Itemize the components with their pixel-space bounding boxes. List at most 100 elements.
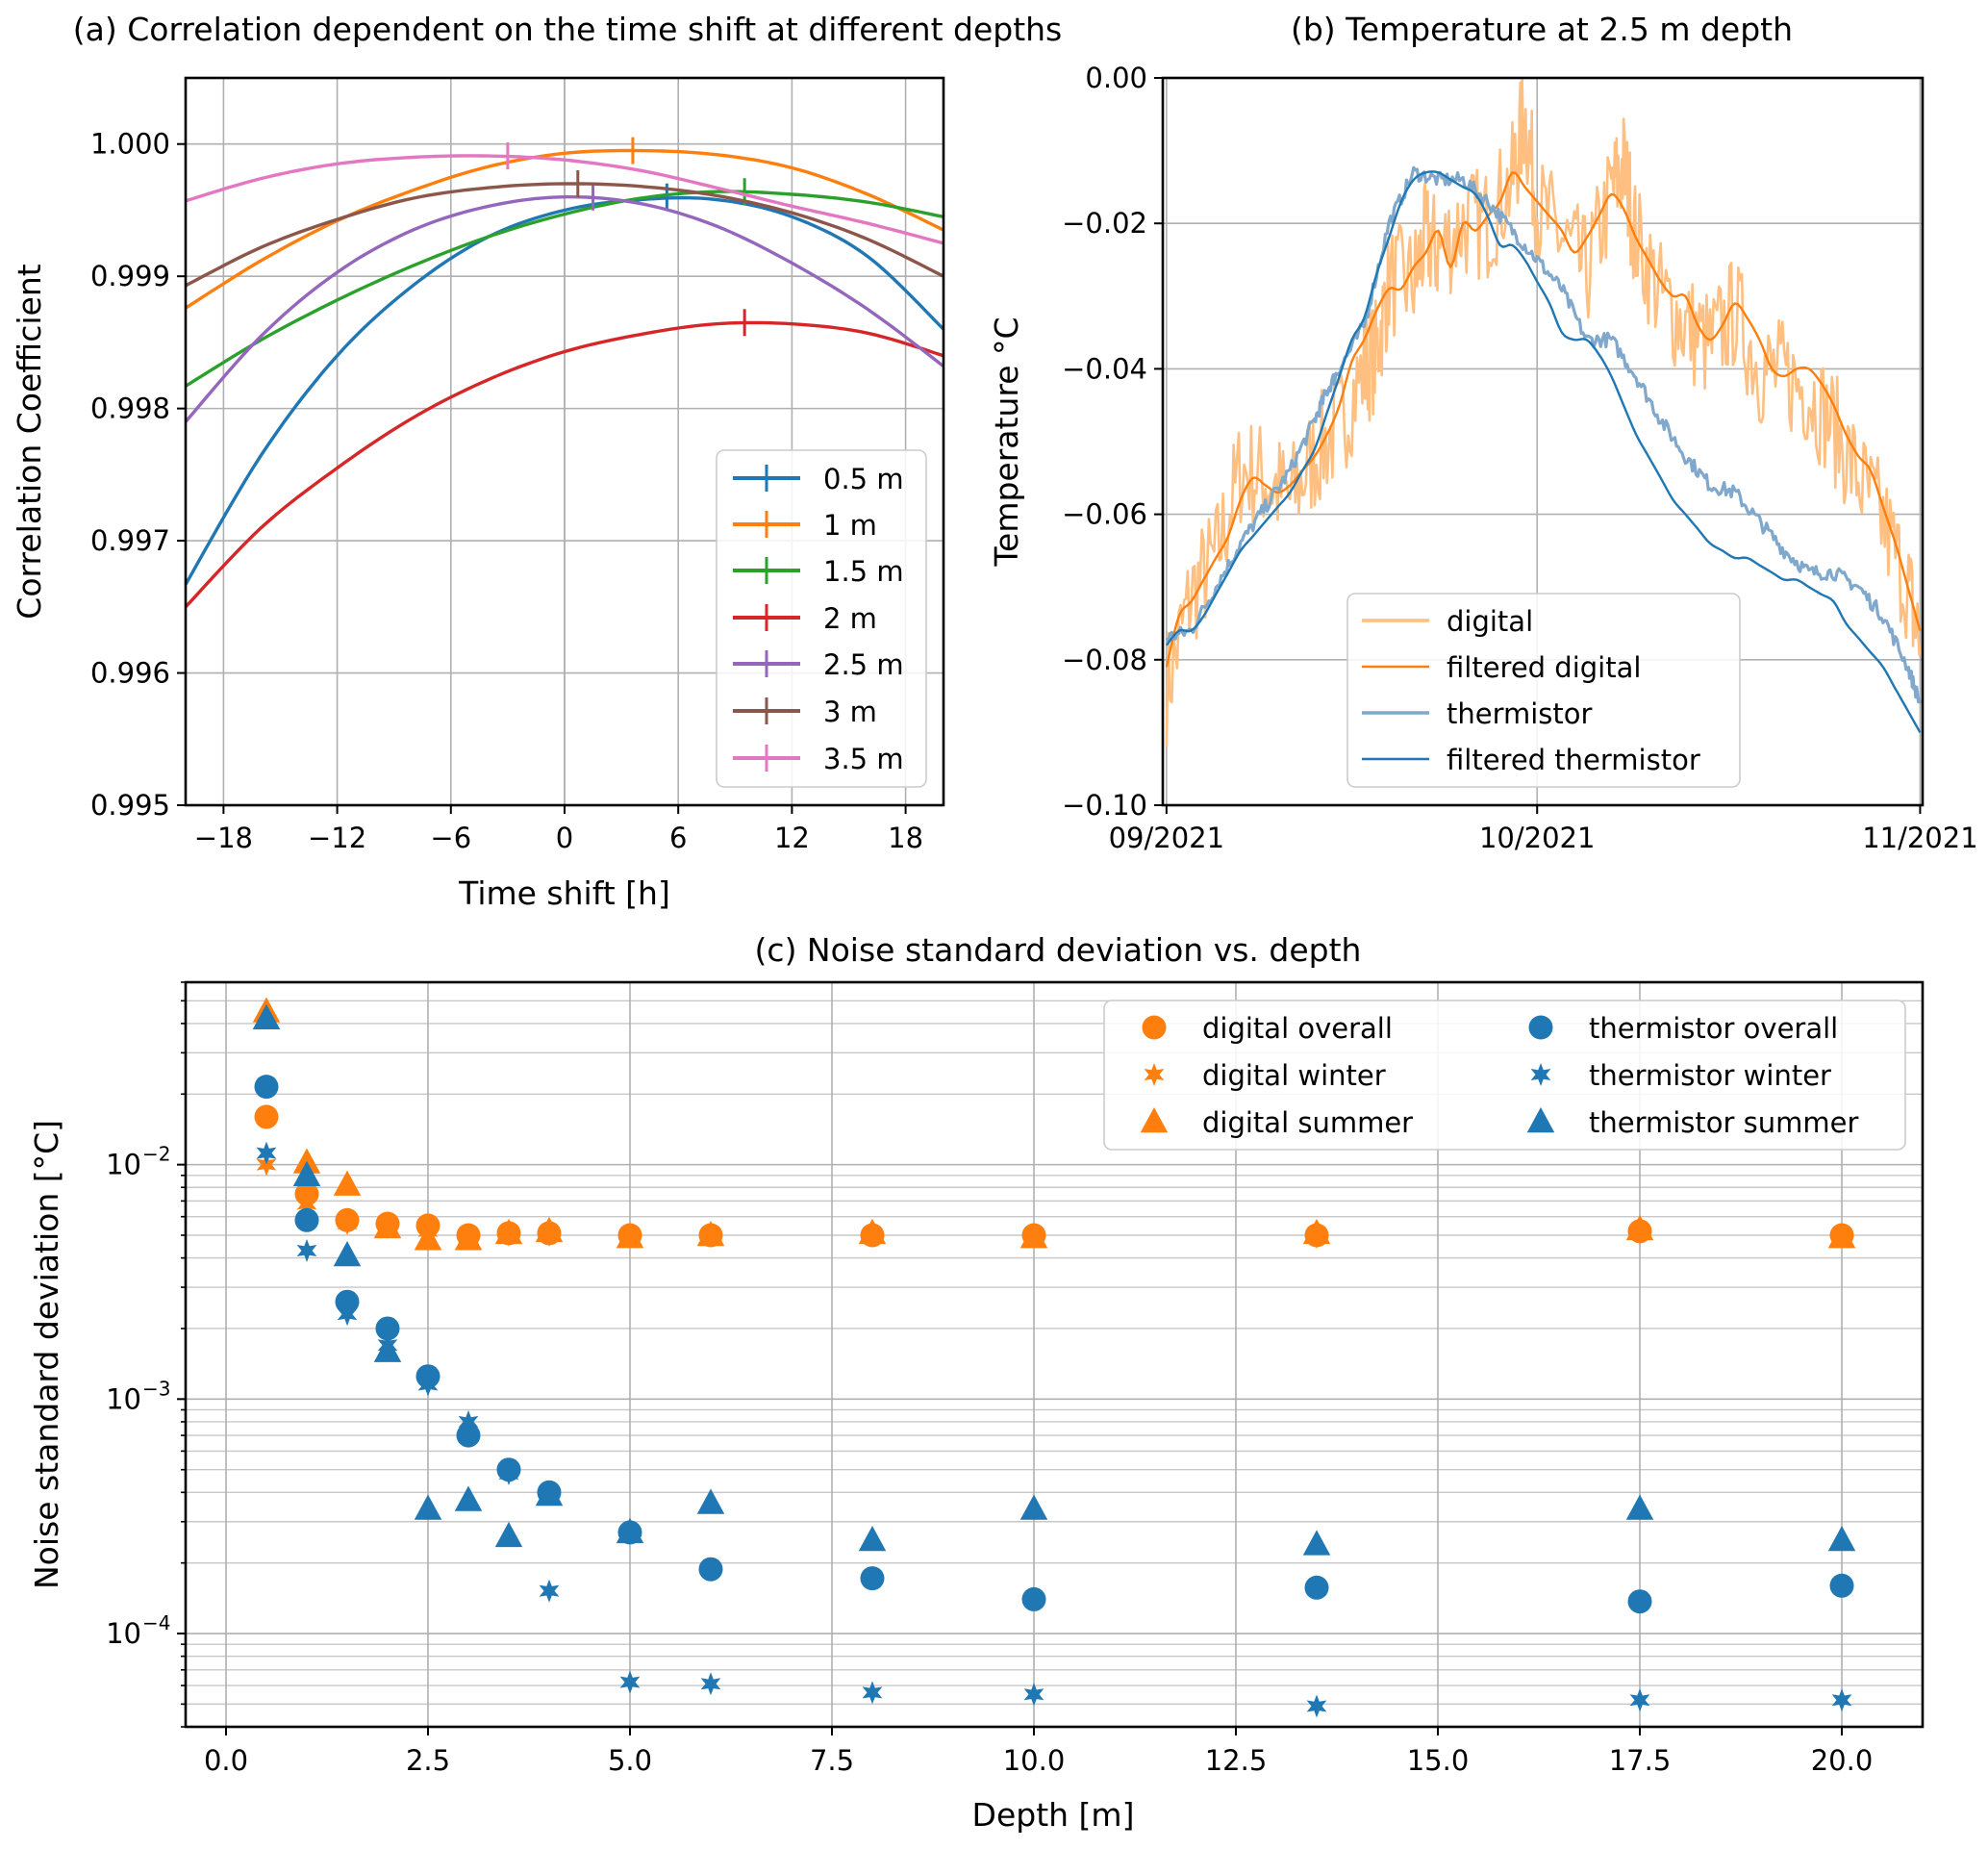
point-thermistor-overall bbox=[1829, 1573, 1854, 1598]
y-tick-label: 0.00 bbox=[1085, 62, 1147, 94]
point-thermistor-winter bbox=[498, 1462, 519, 1485]
point-thermistor-summer bbox=[1625, 1494, 1654, 1520]
point-digital-overall bbox=[254, 1104, 279, 1129]
x-tick-label: −6 bbox=[430, 822, 471, 854]
point-thermistor-winter bbox=[256, 1141, 277, 1165]
legend-label: digital summer bbox=[1202, 1106, 1413, 1139]
panel-c-ylabel: Noise standard deviation [°C] bbox=[28, 1120, 65, 1589]
point-thermistor-winter bbox=[1629, 1688, 1650, 1712]
legend-markers bbox=[1140, 1015, 1555, 1133]
legend-marker-digital-winter bbox=[1144, 1063, 1165, 1086]
point-thermistor-winter bbox=[458, 1409, 479, 1433]
x-tick-label: 12.5 bbox=[1205, 1744, 1268, 1777]
point-digital-winter bbox=[296, 1192, 317, 1216]
legend-label: thermistor bbox=[1447, 697, 1593, 730]
point-digital-summer bbox=[1302, 1218, 1331, 1245]
temperature-line-thermistor bbox=[1165, 165, 1922, 704]
panel-c-xlabel: Depth [m] bbox=[972, 1796, 1135, 1834]
panel-b-frame bbox=[1161, 76, 1925, 807]
x-tick-label: 12 bbox=[774, 822, 810, 854]
legend-marker-thermistor-winter bbox=[1530, 1063, 1551, 1086]
point-thermistor-summer bbox=[373, 1336, 402, 1362]
panel-b: (b) Temperature at 2.5 m depth 09/2021 10… bbox=[988, 11, 1978, 854]
panel-c-legend: digital overall digital winter digital s… bbox=[1103, 1000, 1906, 1151]
point-digital-summer bbox=[494, 1218, 523, 1245]
point-digital-summer bbox=[454, 1225, 483, 1251]
legend-entry: 2 m bbox=[733, 602, 877, 635]
panel-c-title: (c) Noise standard deviation vs. depth bbox=[755, 931, 1362, 969]
x-tick-label: 11/2021 bbox=[1862, 822, 1977, 854]
point-digital-summer bbox=[333, 1170, 362, 1196]
y-tick-exponent: −3 bbox=[142, 1377, 170, 1400]
temperature-line-filtered-thermistor bbox=[1165, 170, 1922, 733]
correlation-line-3-m bbox=[185, 182, 944, 288]
legend-label: thermistor winter bbox=[1589, 1059, 1831, 1092]
panel-a-title: (a) Correlation dependent on the time sh… bbox=[73, 11, 1063, 48]
panel-a: (a) Correlation dependent on the time sh… bbox=[11, 11, 1062, 912]
point-thermistor-overall bbox=[860, 1566, 885, 1591]
y-tick-label: 10 bbox=[106, 1617, 141, 1650]
legend-marker-thermistor-overall bbox=[1528, 1015, 1553, 1040]
legend-label: 3 m bbox=[823, 696, 877, 728]
panel-a-series bbox=[184, 137, 945, 608]
point-digital-summer bbox=[1827, 1223, 1856, 1249]
x-tick-label: −12 bbox=[308, 822, 366, 854]
panel-a-ylabel: Correlation Coefficient bbox=[11, 264, 48, 619]
point-thermistor-summer bbox=[1302, 1530, 1331, 1556]
panel-a-ticks: −18 −12 −6 0 6 12 18 0.995 0.996 0.997 0.998 0.999 1… bbox=[90, 128, 923, 854]
point-thermistor-winter bbox=[417, 1373, 439, 1397]
panel-c: (c) Noise standard deviation vs. depth 0… bbox=[28, 931, 1925, 1834]
y-tick-label: −0.10 bbox=[1062, 789, 1147, 822]
point-thermistor-summer bbox=[414, 1494, 442, 1520]
legend-label: 2 m bbox=[823, 602, 877, 635]
panel-a-legend: 0.5 m 1 m 1.5 m 2 m 2.5 m 3 m 3.5 m bbox=[716, 449, 927, 788]
point-thermistor-summer bbox=[252, 1003, 281, 1029]
correlation-line-2-m bbox=[184, 320, 944, 608]
legend-label: digital overall bbox=[1202, 1012, 1393, 1045]
point-thermistor-winter bbox=[700, 1672, 721, 1696]
legend-entry: 2.5 m bbox=[733, 648, 904, 681]
point-thermistor-overall bbox=[456, 1423, 481, 1448]
y-tick-label: 0.999 bbox=[90, 260, 170, 292]
x-tick-label: 10/2021 bbox=[1479, 822, 1595, 854]
y-tick-label: −0.06 bbox=[1062, 498, 1147, 531]
legend-entry: digital bbox=[1362, 605, 1533, 638]
panel-b-legend: digital filtered digital thermistor filt… bbox=[1346, 593, 1741, 788]
point-digital-winter bbox=[337, 1212, 358, 1235]
x-tick-label: 10.0 bbox=[1003, 1744, 1066, 1777]
legend-label: digital winter bbox=[1202, 1059, 1386, 1092]
correlation-line-0.5-m bbox=[184, 195, 945, 586]
legend-entry: 3 m bbox=[733, 696, 877, 728]
y-tick-label: 0.996 bbox=[90, 657, 170, 690]
panel-c-points bbox=[252, 997, 1856, 1718]
point-thermistor-overall bbox=[335, 1289, 360, 1314]
y-tick-label: 10 bbox=[106, 1149, 141, 1181]
point-thermistor-overall bbox=[1627, 1589, 1652, 1614]
x-tick-label: 0 bbox=[556, 822, 573, 854]
point-digital-summer bbox=[373, 1212, 402, 1239]
x-tick-label: 7.5 bbox=[810, 1744, 854, 1777]
point-thermistor-overall bbox=[254, 1075, 279, 1100]
point-thermistor-summer bbox=[696, 1488, 725, 1514]
legend-entry: 3.5 m bbox=[733, 743, 904, 775]
point-digital-summer bbox=[414, 1225, 442, 1251]
point-thermistor-winter bbox=[539, 1579, 560, 1603]
point-thermistor-winter bbox=[1831, 1688, 1852, 1712]
legend-marker-thermistor-summer bbox=[1526, 1107, 1555, 1133]
legend-label: digital bbox=[1447, 605, 1533, 638]
legend-label: filtered thermistor bbox=[1447, 744, 1700, 776]
legend-frame bbox=[716, 449, 927, 788]
x-tick-label: 18 bbox=[888, 822, 923, 854]
legend-label: thermistor summer bbox=[1589, 1106, 1859, 1139]
point-digital-summer bbox=[535, 1216, 564, 1243]
point-thermistor-summer bbox=[333, 1240, 362, 1267]
x-tick-label: 5.0 bbox=[608, 1744, 652, 1777]
point-thermistor-summer bbox=[454, 1485, 483, 1511]
point-thermistor-summer bbox=[292, 1160, 321, 1187]
legend-marker-digital-overall bbox=[1142, 1015, 1167, 1040]
y-tick-label: 1.000 bbox=[90, 128, 170, 161]
point-thermistor-winter bbox=[337, 1303, 358, 1327]
panel-b-ticks: 09/2021 10/2021 11/2021 −0.10 −0.08 −0.06 −0.0… bbox=[1062, 62, 1978, 854]
point-thermistor-winter bbox=[619, 1670, 641, 1694]
correlation-line-1.5-m bbox=[185, 190, 944, 388]
